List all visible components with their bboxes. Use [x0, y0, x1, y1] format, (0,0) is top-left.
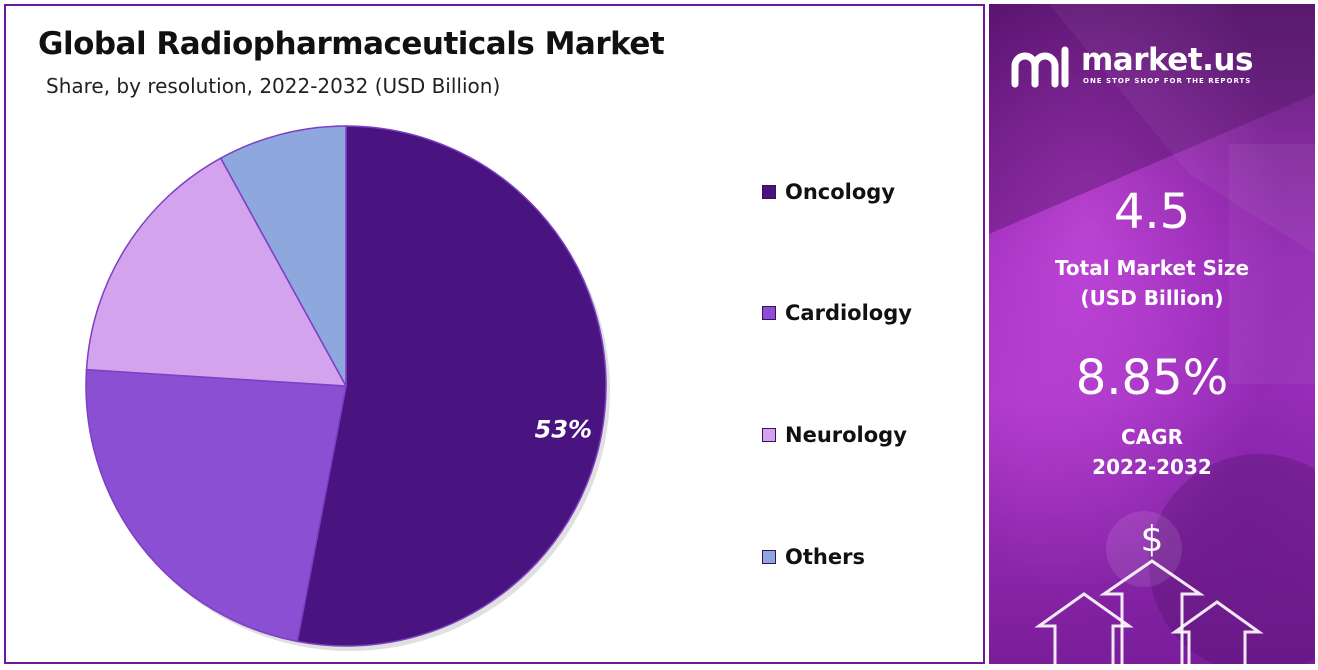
background-decoration	[989, 4, 1315, 664]
legend-item-cardiology: Cardiology	[762, 298, 912, 328]
brand-tagline: ONE STOP SHOP FOR THE REPORTS	[1083, 77, 1252, 85]
pie-label-oncology: 53%	[535, 415, 592, 443]
cagr-period: 2022-2032	[1092, 455, 1212, 479]
cagr-label: CAGR	[1121, 425, 1183, 449]
legend-label-others: Others	[785, 545, 865, 569]
market-size-value: 4.5	[1113, 184, 1191, 240]
brand-name: market.us	[1081, 42, 1253, 78]
legend-label-oncology: Oncology	[785, 180, 896, 204]
legend-item-oncology: Oncology	[762, 177, 895, 207]
legend-swatch-others	[762, 550, 776, 564]
chart-subtitle: Share, by resolution, 2022-2032 (USD Bil…	[46, 74, 501, 98]
dollar-icon: $	[1140, 519, 1164, 560]
legend-swatch-oncology	[762, 185, 776, 199]
pie-chart: 53%	[85, 125, 610, 651]
market-size-unit: (USD Billion)	[1080, 286, 1224, 310]
legend-label-neurology: Neurology	[785, 423, 907, 447]
brand-logo: market.us ONE STOP SHOP FOR THE REPORTS	[1011, 42, 1301, 92]
market-size-label: Total Market Size	[1054, 256, 1250, 280]
legend-swatch-cardiology	[762, 306, 776, 320]
pie-slice-neurology	[85, 157, 348, 387]
legend-label-cardiology: Cardiology	[785, 301, 912, 325]
summary-sidebar: market.us ONE STOP SHOP FOR THE REPORTS …	[989, 4, 1315, 664]
legend-item-others: Others	[762, 542, 865, 572]
pie-slice-cardiology	[85, 368, 347, 643]
legend-swatch-neurology	[762, 428, 776, 442]
pie-slice-others	[219, 125, 347, 387]
market-us-logo-icon	[1011, 46, 1069, 88]
up-arrow-icon	[1034, 559, 1264, 664]
cagr-value: 8.85%	[1075, 350, 1229, 406]
chart-title: Global Radiopharmaceuticals Market	[38, 26, 665, 62]
pie-slice-oncology	[296, 125, 607, 647]
legend-item-neurology: Neurology	[762, 420, 907, 450]
